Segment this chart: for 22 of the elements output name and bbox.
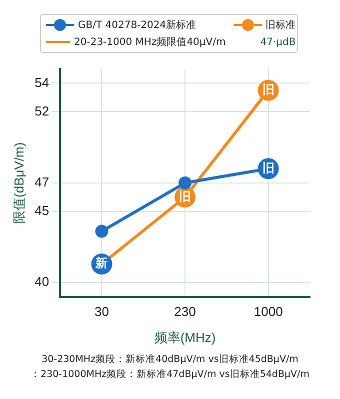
- text: 47·μdB: [260, 36, 296, 48]
- text: ：230-1000MHz频段：新标准47dBμV/m vs旧标准54dBμV/m: [30, 368, 310, 382]
- text: 30-230MHz频段：新标准40dBμV/m vs旧标准45dBμV/m: [40, 353, 300, 367]
- y-tick-label: 40: [34, 274, 50, 290]
- y-axis-title: 限值(dBμV/m): [11, 142, 26, 224]
- y-tick-label: 52: [34, 103, 50, 118]
- annotation: 旧: [262, 82, 274, 96]
- annotation: 旧: [179, 189, 192, 204]
- annotation: 新: [94, 256, 108, 270]
- x-tick-label: 1000: [254, 304, 283, 320]
- legend-label: 旧标准: [266, 18, 296, 32]
- text: 20-23-1000 MHz频限值40μV/m: [74, 36, 226, 49]
- x-tick-label: 30: [94, 304, 109, 320]
- y-tick-label: 45: [34, 202, 50, 218]
- legend-label: GB/T 40278-2024新标准: [78, 18, 196, 32]
- point: [95, 224, 108, 238]
- y-tick-label: 54: [34, 74, 50, 90]
- y-tick-label: 47: [34, 174, 50, 190]
- annotation: 旧: [262, 160, 274, 175]
- point: [178, 176, 192, 190]
- x-tick-label: 230: [174, 304, 196, 320]
- x-axis-title: 频率(MHz): [154, 330, 216, 345]
